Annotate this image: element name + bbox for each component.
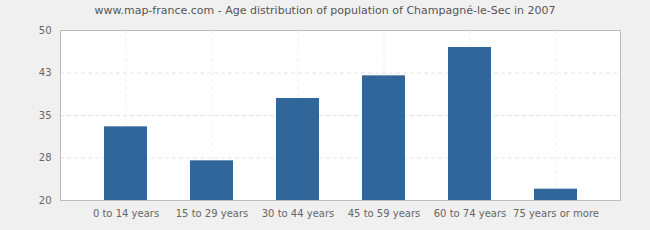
- svg-text:50: 50: [39, 25, 52, 36]
- svg-text:0 to 14 years: 0 to 14 years: [93, 208, 159, 219]
- html-text:www.map-france.com - Age distr: www.map-france.com - Age distribution of…: [94, 4, 556, 17]
- svg-text:60 to 74 years: 60 to 74 years: [434, 208, 507, 219]
- svg-text:43: 43: [39, 67, 52, 78]
- svg-text:20: 20: [39, 195, 52, 206]
- svg-text:28: 28: [39, 152, 52, 163]
- svg-text:35: 35: [39, 110, 52, 121]
- svg-text:15 to 29 years: 15 to 29 years: [176, 208, 249, 219]
- svg-text:45 to 59 years: 45 to 59 years: [348, 208, 421, 219]
- svg-text:75 years or more: 75 years or more: [513, 208, 599, 219]
- svg-text:30 to 44 years: 30 to 44 years: [262, 208, 335, 219]
